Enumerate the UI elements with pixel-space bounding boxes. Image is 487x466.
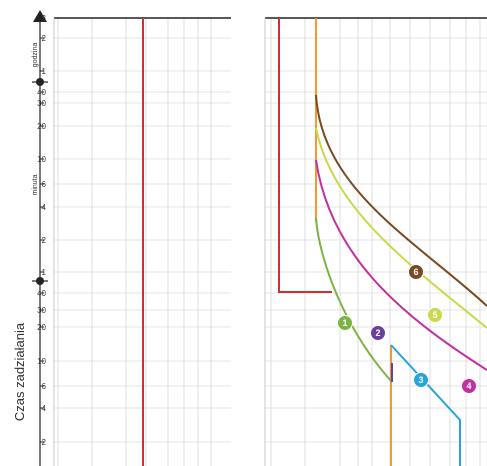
grid-right-panel xyxy=(264,17,487,466)
y-tick-label: 10 xyxy=(37,357,46,366)
curve-marker-circle xyxy=(370,325,386,341)
y-tick-label: 4 xyxy=(42,404,47,413)
y-tick-label: 6 xyxy=(42,180,47,189)
y-tick-label: 1 xyxy=(42,268,47,277)
curve-marker-label: 2 xyxy=(375,328,380,338)
curve-marker-1: 1 xyxy=(337,315,353,331)
chart-curves xyxy=(142,18,487,466)
y-tick-label: 6 xyxy=(42,382,47,391)
curve-marker-2: 2 xyxy=(370,325,386,341)
curve-marker-4: 4 xyxy=(461,378,477,394)
curve-5-yellowgreen xyxy=(315,127,487,329)
curve-marker-5: 5 xyxy=(427,307,443,323)
axis-labels: godzina minuta Czas zadziałania xyxy=(12,43,39,422)
curve-1-green xyxy=(315,217,393,383)
curve-marker-label: 6 xyxy=(413,267,418,277)
curve-marker-label: 3 xyxy=(418,375,423,385)
curve-marker-circle xyxy=(408,264,424,280)
y-tick-label: 20 xyxy=(37,323,46,332)
y-tick-label: 3 xyxy=(42,14,47,23)
curve-marker-6: 6 xyxy=(408,264,424,280)
y-axis xyxy=(32,10,48,466)
y-tick-label: 1 xyxy=(42,67,47,76)
y-tick-label: 2 xyxy=(42,236,47,245)
curve-marker-circle xyxy=(427,307,443,323)
curve-marker-label: 5 xyxy=(432,310,437,320)
y-tick-label: 4 xyxy=(42,203,47,212)
band-label-godzina: godzina xyxy=(32,43,39,68)
y-tick-label: 40 xyxy=(37,289,46,298)
y-tick-label: 30 xyxy=(37,99,46,108)
curve-marker-circle xyxy=(337,315,353,331)
y-tick-label: 20 xyxy=(37,122,46,131)
curve-red-right xyxy=(278,18,332,293)
band-label-minuta: minuta xyxy=(32,174,39,195)
y-tick-label: 2 xyxy=(42,34,47,43)
y-tick-labels: 3 2 1 40 30 20 10 6 4 2 1 40 30 20 10 6 4 2 xyxy=(37,14,46,447)
y-tick-label: 10 xyxy=(37,155,46,164)
y-axis-title: Czas zadziałania xyxy=(12,322,27,421)
y-tick-label: 30 xyxy=(37,306,46,315)
curve-marker-label: 1 xyxy=(342,318,347,328)
y-tick-label: 40 xyxy=(37,88,46,97)
y-axis-arrow xyxy=(33,10,47,22)
curve-6-brown xyxy=(315,94,487,307)
curve-markers: 1 2 3 4 5 6 xyxy=(337,264,477,394)
curve-3-blue xyxy=(390,344,461,466)
curve-marker-3: 3 xyxy=(413,372,429,388)
curve-marker-circle xyxy=(461,378,477,394)
curve-marker-label: 4 xyxy=(466,381,471,391)
curve-4-magenta xyxy=(315,159,487,371)
curve-marker-circle xyxy=(413,372,429,388)
y-tick-label: 2 xyxy=(42,438,47,447)
